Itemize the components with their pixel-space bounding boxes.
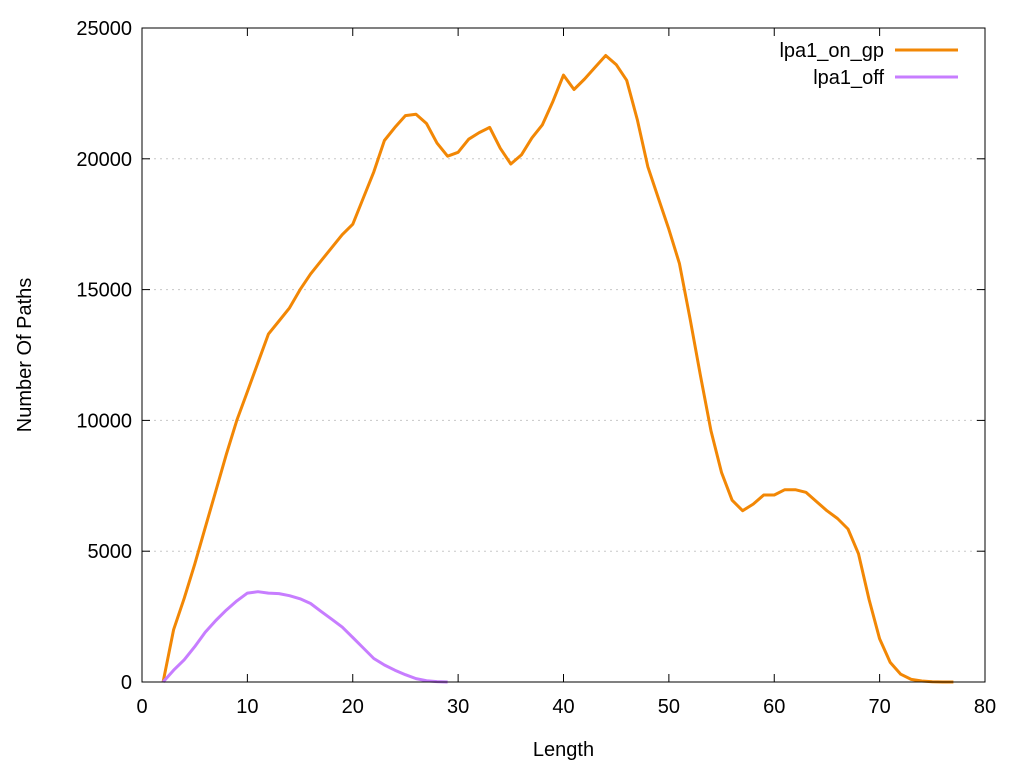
gridlines [142, 158, 985, 552]
x-tick-label: 20 [342, 696, 364, 718]
series-layer [161, 54, 954, 684]
x-tick-label: 60 [763, 696, 785, 718]
legend-label-lpa1_on_gp: lpa1_on_gp [779, 40, 884, 62]
series-line-lpa1_off [161, 590, 448, 684]
y-tick-label: 10000 [76, 410, 132, 432]
y-axis-title: Number Of Paths [14, 278, 36, 433]
x-tick-label: 10 [236, 696, 258, 718]
y-tick-label: 5000 [88, 541, 133, 563]
x-axis-title: Length [533, 739, 594, 761]
y-tick-label: 25000 [76, 18, 132, 40]
x-tick-label: 80 [974, 696, 996, 718]
x-tick-label: 50 [658, 696, 680, 718]
legend: lpa1_on_gp lpa1_off [779, 40, 958, 89]
x-tick-label: 70 [869, 696, 891, 718]
plot-frame [141, 27, 986, 683]
series-line-lpa1_on_gp [161, 54, 954, 684]
y-tick-label: 15000 [76, 280, 132, 302]
x-tick-label: 30 [447, 696, 469, 718]
y-tick-label: 20000 [76, 149, 132, 171]
x-tick-label: 40 [552, 696, 574, 718]
x-tick-label: 0 [136, 696, 147, 718]
axis-ticks: 0 5000 10000 15000 20000 25000 0 10 20 30 40 50 60 70… [76, 18, 996, 718]
y-tick-label: 0 [121, 672, 132, 694]
legend-label-lpa1_off: lpa1_off [813, 67, 884, 89]
